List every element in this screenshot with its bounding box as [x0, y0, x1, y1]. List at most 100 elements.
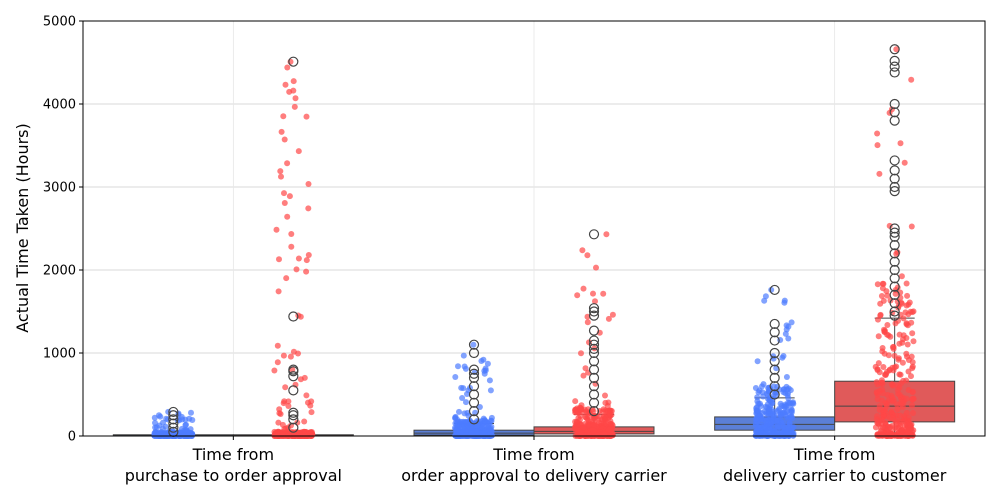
strip-point [285, 398, 292, 405]
strip-point [896, 412, 903, 419]
strip-point [590, 427, 597, 434]
strip-point [890, 345, 897, 352]
strip-point [785, 395, 792, 402]
strip-point [486, 420, 493, 427]
strip-point [275, 288, 282, 295]
strip-point [291, 103, 298, 110]
strip-point [153, 424, 160, 431]
strip-point [878, 293, 885, 299]
strip-point [903, 410, 910, 416]
strip-point [899, 403, 906, 410]
outlier-point [769, 327, 780, 338]
strip-point [578, 350, 584, 357]
strip-point [460, 385, 467, 392]
strip-point [159, 425, 166, 432]
strip-point [878, 377, 885, 384]
strip-point [761, 425, 768, 432]
strip-point [898, 427, 905, 434]
strip-point [293, 266, 300, 273]
outlier-point [889, 107, 900, 118]
strip-point [780, 409, 786, 416]
strip-point [281, 398, 288, 405]
outlier-point [588, 325, 600, 336]
strip-point [892, 418, 899, 425]
strip-point [479, 424, 485, 431]
outlier-point [889, 231, 900, 242]
strip-point [488, 414, 495, 421]
y-tick-label: 0 [68, 430, 76, 445]
strip-point [602, 417, 609, 424]
outlier-point [468, 406, 480, 417]
strip-point [753, 407, 760, 414]
outlier-point [588, 372, 600, 383]
strip-point [305, 252, 312, 258]
strip-point [758, 403, 764, 410]
outlier-point [889, 98, 900, 110]
strip-point [459, 395, 466, 401]
outlier-point [889, 44, 900, 55]
strip-point [305, 181, 312, 187]
outlier-point [889, 298, 900, 309]
outlier-point [588, 306, 600, 317]
strip-point [910, 338, 917, 345]
outlier-point [468, 397, 480, 408]
strip-point [288, 243, 295, 250]
strip-point [882, 400, 889, 407]
outlier-point [889, 310, 900, 321]
strip-point [904, 341, 911, 348]
strip-point [573, 418, 580, 425]
strip-point [888, 381, 895, 388]
strip-point [884, 392, 891, 398]
outlier-point [769, 335, 780, 346]
x-tick-label: Time from [192, 445, 274, 464]
strip-point [461, 363, 468, 370]
outlier-point [468, 347, 480, 359]
strip-point [476, 404, 483, 410]
strip-point [895, 356, 902, 363]
strip-point [790, 424, 797, 431]
strip-point [284, 213, 291, 220]
strip-point [464, 391, 470, 397]
strip-point [754, 394, 761, 401]
strip-point [284, 64, 291, 71]
strip-point [281, 190, 287, 197]
strip-point [909, 396, 916, 403]
strip-point [453, 427, 460, 434]
strip-point [762, 403, 769, 410]
strip-point [481, 370, 488, 377]
strip-point [596, 419, 603, 426]
strip-point [452, 374, 459, 380]
strip-point [879, 345, 886, 351]
outlier-point [889, 61, 900, 72]
strip-point [880, 424, 887, 431]
strip-point [609, 311, 616, 318]
outlier-point [588, 381, 600, 392]
strip-point [487, 387, 494, 394]
strip-point [582, 365, 589, 372]
strip-point [886, 222, 893, 229]
strip-point [186, 415, 193, 422]
strip-point [788, 408, 795, 415]
y-tick-label: 2000 [43, 264, 76, 279]
strip-point [580, 285, 587, 292]
outlier-point [889, 181, 900, 193]
strip-point [884, 322, 891, 328]
strip-point [301, 418, 308, 425]
strip-point [478, 358, 485, 364]
strip-point [605, 315, 612, 322]
strip-point [873, 390, 880, 396]
outlier-point [889, 223, 900, 234]
strip-point [278, 173, 284, 180]
strip-point [600, 290, 607, 297]
strip-point [271, 367, 278, 374]
y-tick-label: 5000 [43, 15, 76, 30]
strip-point [897, 140, 904, 147]
strip-point [281, 200, 288, 206]
strip-point [282, 81, 289, 88]
strip-point [282, 384, 289, 391]
strip-point [777, 400, 784, 407]
x-tick-label: Time from [793, 445, 875, 464]
strip-point [303, 257, 310, 264]
strip-point [885, 352, 892, 359]
strip-point [774, 423, 781, 430]
